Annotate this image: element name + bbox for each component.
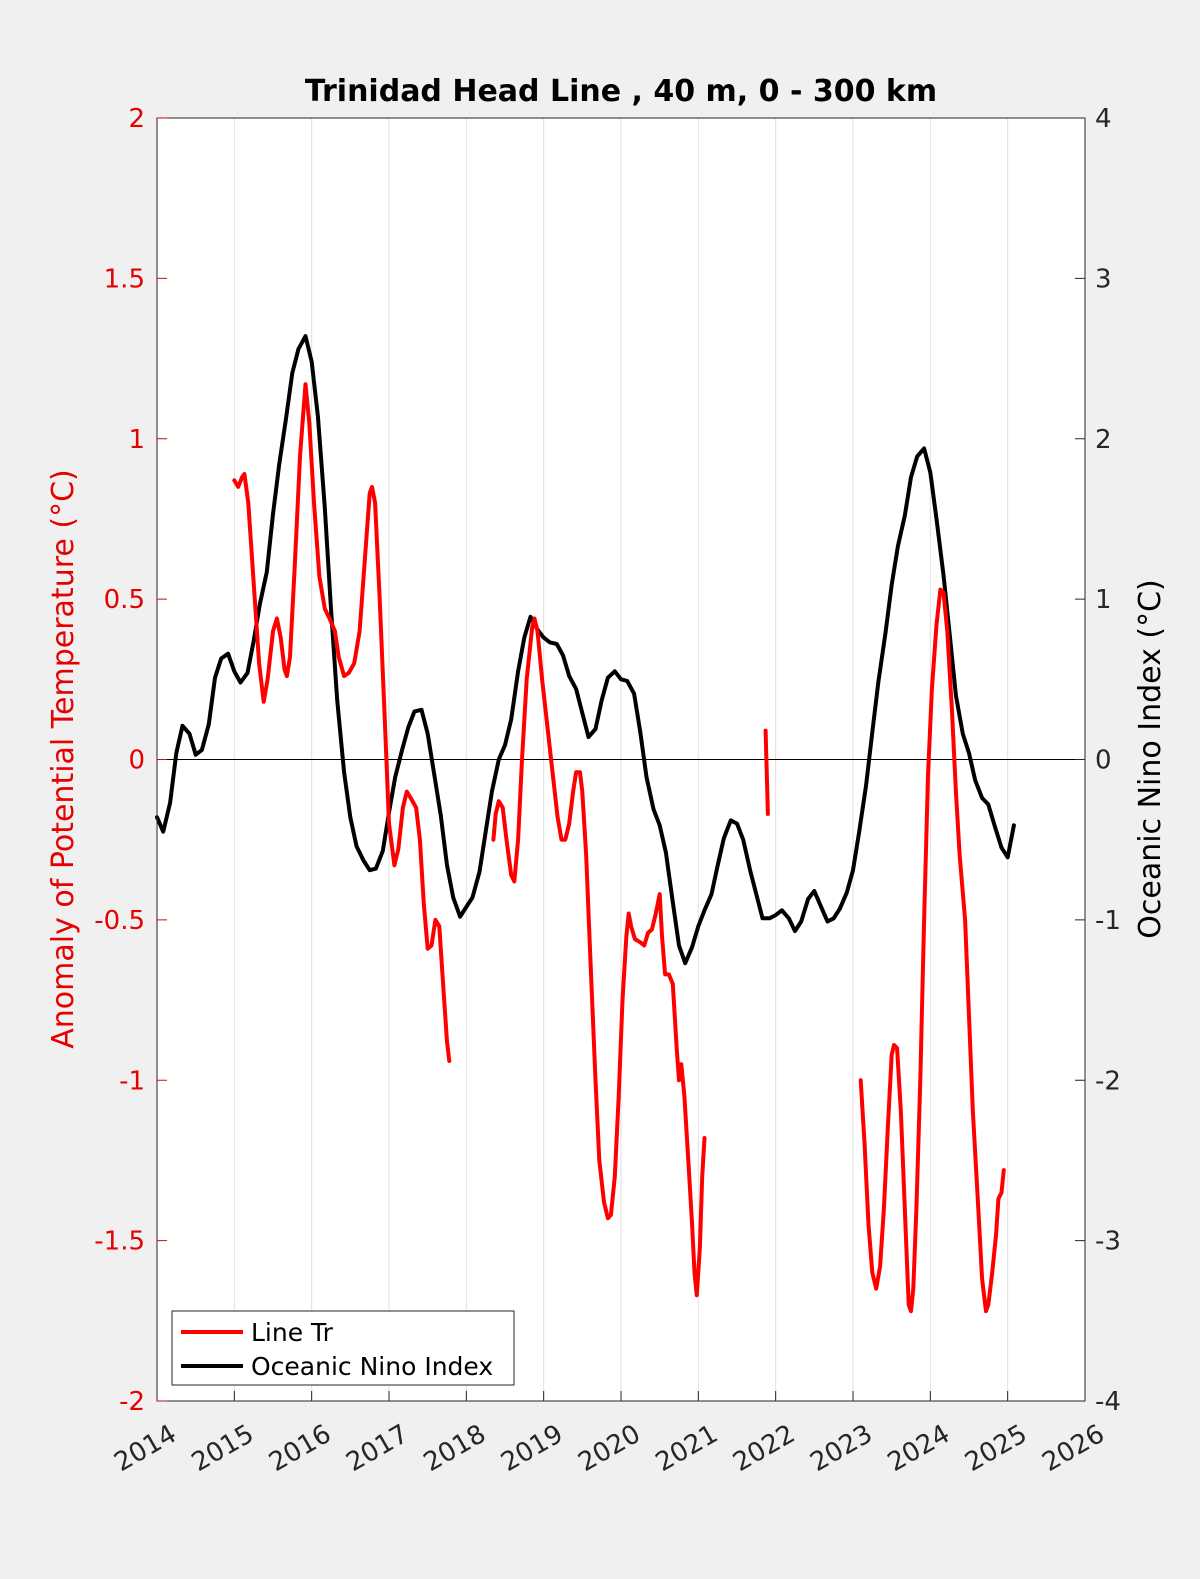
legend: Line Tr Oceanic Nino Index (171, 1310, 515, 1386)
left-y-axis-label: Anomaly of Potential Temperature (°C) (46, 469, 81, 1048)
x-tick-label-2014: 2014 (109, 1419, 181, 1478)
chart-title: Trinidad Head Line , 40 m, 0 - 300 km (305, 74, 937, 109)
y-left-tick-label: 0.5 (104, 585, 145, 615)
legend-label-line-tr: Line Tr (251, 1318, 334, 1347)
x-tick-label-2021: 2021 (651, 1419, 723, 1478)
x-axis: 2014 2015 2016 2017 2018 2019 2020 2021 2022 2023… (109, 1391, 1110, 1478)
x-tick-label-2016: 2016 (264, 1419, 336, 1478)
legend-box (171, 1310, 515, 1386)
legend-label-oni: Oceanic Nino Index (251, 1352, 493, 1381)
y-right-tick-label: 0 (1095, 746, 1112, 776)
line-tr-series-segment-3 (858, 587, 1006, 1314)
y-left-tick-label: 2 (128, 104, 145, 134)
y-left-tick-label: 1.5 (104, 264, 145, 294)
x-tick-label-2015: 2015 (187, 1419, 259, 1478)
y-right-tick-label: 3 (1095, 264, 1112, 294)
x-tick-label-2017: 2017 (341, 1419, 413, 1478)
right-y-axis: 4 3 2 1 0 -1 -2 -3 -4 (1075, 104, 1121, 1417)
x-tick-label-2018: 2018 (419, 1419, 491, 1478)
y-left-tick-label: 1 (128, 425, 145, 455)
x-tick-label-2020: 2020 (573, 1419, 645, 1478)
y-left-tick-label: -0.5 (94, 906, 145, 936)
line-tr-series-segment-2 (763, 728, 770, 816)
y-right-tick-label: 1 (1095, 585, 1112, 615)
line-tr-series-segment-1 (491, 616, 707, 1298)
right-y-axis-label: Oceanic Nino Index (°C) (1133, 579, 1168, 939)
y-right-tick-label: -4 (1095, 1387, 1121, 1417)
x-tick-label-2022: 2022 (728, 1419, 800, 1478)
left-y-axis: 2 1.5 1 0.5 0 -0.5 -1 -1.5 -2 (94, 104, 167, 1417)
series-layer (155, 334, 1016, 1314)
line-tr-series-segment-0 (232, 382, 452, 1063)
y-right-tick-label: 4 (1095, 104, 1112, 134)
y-right-tick-label: -1 (1095, 906, 1121, 936)
x-tick-label-2025: 2025 (960, 1419, 1032, 1478)
x-tick-label-2019: 2019 (496, 1419, 568, 1478)
x-tick-label-2024: 2024 (883, 1419, 955, 1478)
y-left-tick-label: -2 (119, 1387, 145, 1417)
y-left-tick-label: -1.5 (94, 1227, 145, 1257)
y-left-tick-label: -1 (119, 1066, 145, 1096)
y-right-tick-label: -3 (1095, 1227, 1121, 1257)
y-right-tick-label: 2 (1095, 425, 1112, 455)
y-left-tick-label: 0 (128, 746, 145, 776)
y-right-tick-label: -2 (1095, 1066, 1121, 1096)
oni-series-segment-0 (155, 334, 1016, 966)
x-tick-label-2023: 2023 (805, 1419, 877, 1478)
x-tick-label-2026: 2026 (1037, 1419, 1109, 1478)
